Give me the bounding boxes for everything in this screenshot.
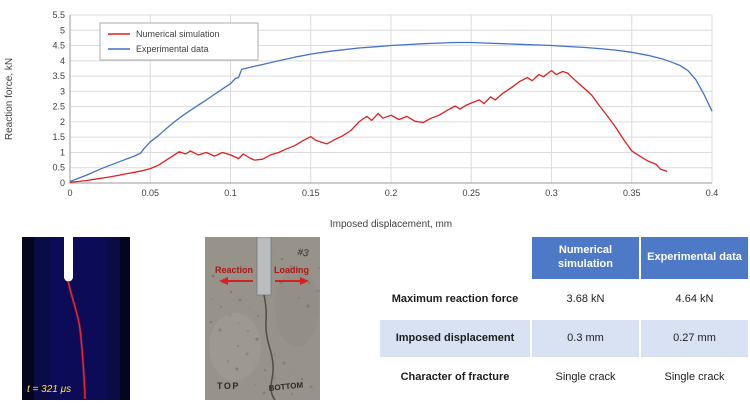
table-cell: 0.27 mm [641, 320, 748, 357]
svg-text:0.2: 0.2 [385, 188, 398, 198]
svg-text:4.5: 4.5 [52, 41, 65, 51]
svg-text:5: 5 [60, 25, 65, 35]
svg-text:0: 0 [60, 178, 65, 188]
concrete-speckles [204, 244, 321, 396]
svg-text:2.5: 2.5 [52, 102, 65, 112]
svg-text:Experimental data: Experimental data [136, 44, 209, 54]
svg-text:0.15: 0.15 [302, 188, 320, 198]
table-header-experimental: Experimental data [641, 237, 748, 279]
table-cell: 3.68 kN [532, 281, 639, 318]
top-label: TOP [217, 381, 240, 391]
reaction-arrow-icon [219, 277, 253, 285]
svg-text:0.4: 0.4 [706, 188, 719, 198]
table-row-label: Maximum reaction force [380, 281, 530, 318]
svg-text:5.5: 5.5 [52, 10, 65, 20]
svg-text:0.5: 0.5 [52, 163, 65, 173]
svg-text:0.05: 0.05 [141, 188, 159, 198]
notch-shape [64, 237, 73, 282]
chart-legend: Numerical simulation Experimental data [99, 22, 259, 61]
svg-text:3: 3 [60, 86, 65, 96]
reaction-label: Reaction [215, 265, 253, 275]
numerical-simulation-line [69, 69, 668, 184]
x-axis-title: Imposed displacement, mm [330, 219, 452, 230]
results-table: Numerical simulation Experimental data M… [380, 237, 748, 396]
table-cell: 4.64 kN [641, 281, 748, 318]
svg-text:0.1: 0.1 [224, 188, 237, 198]
loading-arrow-icon [275, 277, 309, 285]
svg-text:0.3: 0.3 [545, 188, 558, 198]
simulated-crack-path [67, 280, 86, 400]
svg-text:4: 4 [60, 56, 65, 66]
specimen-number-label: #3 [297, 247, 310, 260]
table-row-label: Imposed displacement [380, 320, 530, 357]
svg-text:3.5: 3.5 [52, 71, 65, 81]
table-corner-cell [380, 237, 530, 279]
table-cell: Single crack [641, 359, 748, 396]
svg-text:1.5: 1.5 [52, 132, 65, 142]
loading-strip [256, 236, 272, 296]
svg-text:2: 2 [60, 117, 65, 127]
x-tick-labels: 0 0.05 0.1 0.15 0.2 0.25 0.3 0.35 0.4 [67, 188, 718, 198]
photo-crack-path [263, 294, 276, 401]
y-tick-labels: 0 0.5 1 1.5 2 2.5 3 3.5 4 4.5 5 5.5 [52, 10, 65, 188]
bottom-label: BOTTOM [268, 380, 304, 393]
reaction-force-chart: 0 0.05 0.1 0.15 0.2 0.25 0.3 0.35 0.4 0 0.5 1 1.5 2 2.… [4, 10, 718, 230]
loading-label: Loading [274, 265, 309, 275]
photo-image: Reaction Loading #3 TOP BOTTOM [204, 236, 321, 401]
table-cell: 0.3 mm [532, 320, 639, 357]
table-row-label: Character of fracture [380, 359, 530, 396]
svg-text:0.25: 0.25 [462, 188, 480, 198]
simulation-timestamp: t = 321 μs [27, 384, 72, 395]
svg-text:0: 0 [67, 188, 72, 198]
svg-text:1: 1 [60, 147, 65, 157]
svg-text:Numerical simulation: Numerical simulation [136, 29, 220, 39]
specimen-photo: Reaction Loading #3 TOP BOTTOM [204, 236, 321, 401]
simulation-snapshot: t = 321 μs [22, 237, 130, 400]
experimental-data-line [69, 41, 713, 183]
chart-canvas: 0 0.05 0.1 0.15 0.2 0.25 0.3 0.35 0.4 0 0.5 1 1.5 2 2.… [4, 10, 718, 230]
table-header-numerical: Numerical simulation [532, 237, 639, 279]
simulation-image [22, 237, 130, 400]
svg-text:0.35: 0.35 [623, 188, 641, 198]
table-cell: Single crack [532, 359, 639, 396]
y-axis-title: Reaction force, kN [4, 58, 15, 140]
